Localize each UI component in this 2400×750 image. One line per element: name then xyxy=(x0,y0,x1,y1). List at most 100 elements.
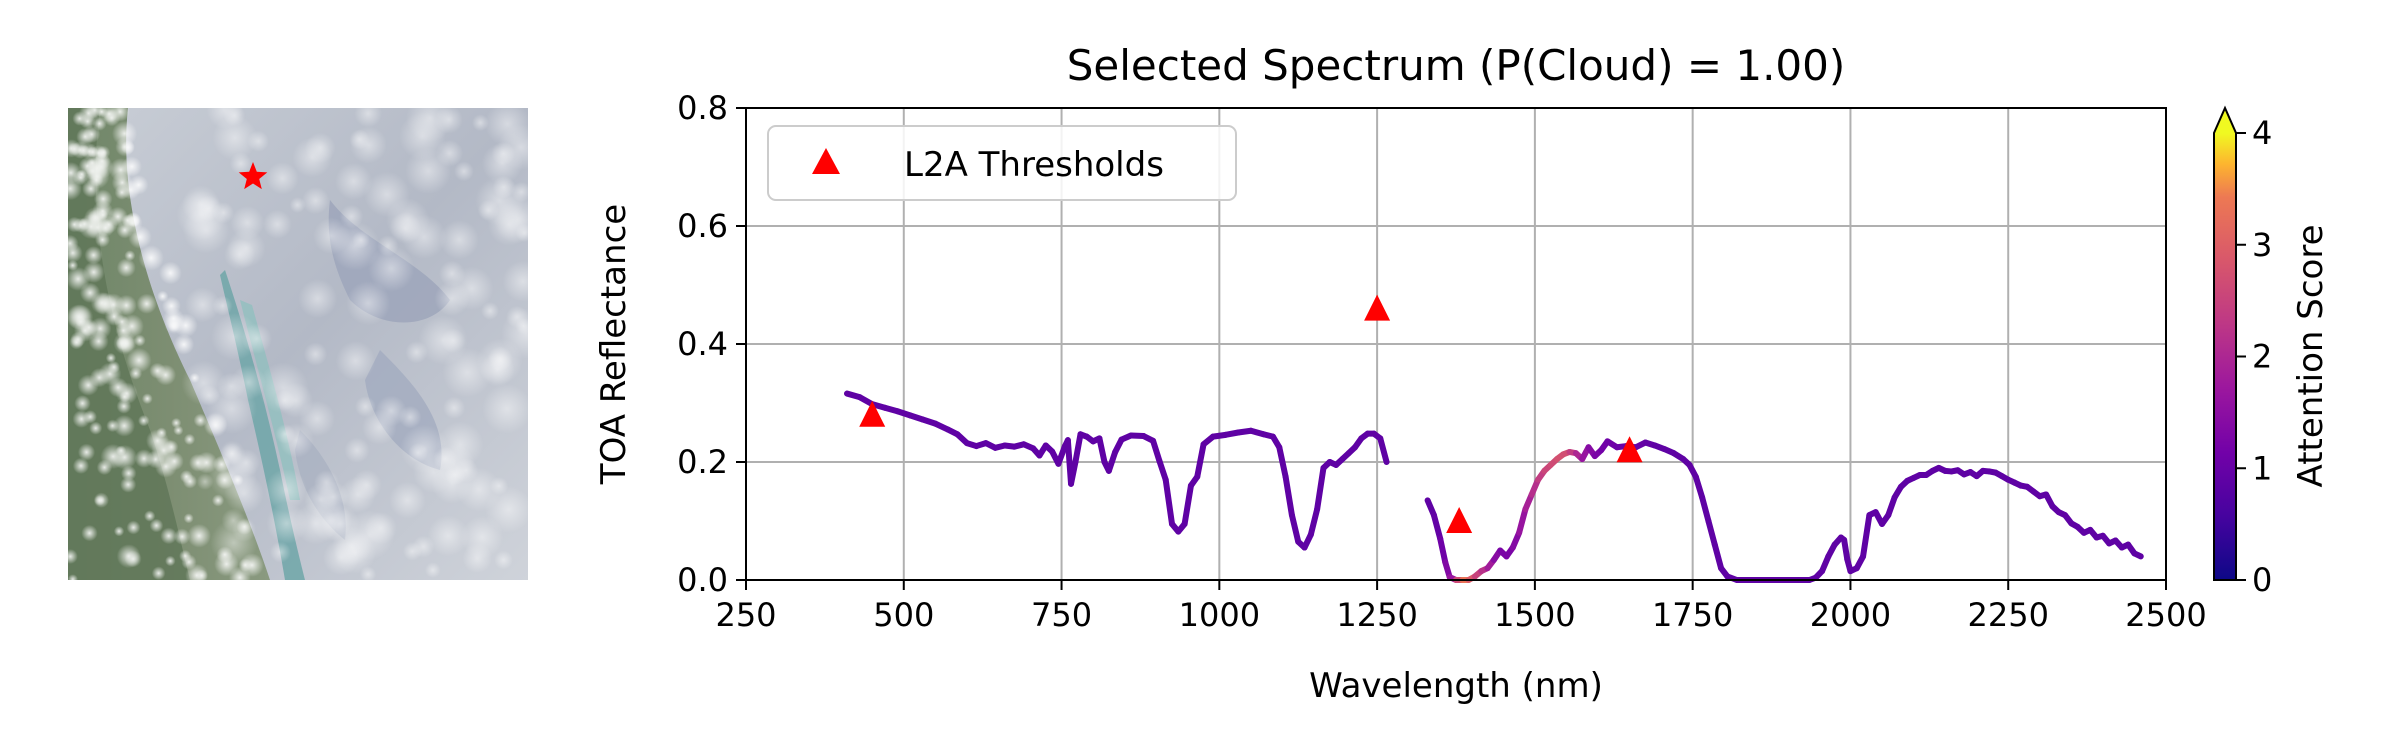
cloud-puff xyxy=(339,204,364,229)
cloud-puff xyxy=(68,234,79,252)
cloud-puff xyxy=(78,217,91,231)
cloud-puff xyxy=(385,197,430,242)
cloud-puff xyxy=(405,108,454,143)
cloud-puff xyxy=(453,161,475,182)
spectrum-segment xyxy=(1150,437,1163,464)
spectrum-segment xyxy=(1516,506,1529,536)
cloud-puff xyxy=(161,296,181,316)
cloud-puff xyxy=(82,261,105,284)
y-tick-label: 0.0 xyxy=(677,561,728,599)
y-axis-ticks: 0.0 0.2 0.4 0.6 0.8 xyxy=(677,89,746,599)
cloud-puff xyxy=(265,502,308,545)
cloud-puff xyxy=(364,511,398,545)
cloud-puff xyxy=(408,442,429,463)
x-tick-label: 2500 xyxy=(2125,596,2206,634)
spectrum-segment xyxy=(1162,476,1175,527)
cloud-puff xyxy=(96,459,113,476)
spectrum-series xyxy=(843,390,2144,583)
cloud-puff xyxy=(70,331,86,348)
colorbar-tick-label: 0 xyxy=(2252,561,2272,599)
cloud-puff xyxy=(264,468,308,512)
cloud-puff xyxy=(335,340,376,381)
threshold-marker xyxy=(1364,294,1391,321)
colorbar-extend-triangle xyxy=(2214,108,2236,133)
cloud-puff xyxy=(434,280,470,317)
cloud-puff xyxy=(471,114,489,132)
cloud-puff xyxy=(113,414,136,437)
threshold-marker xyxy=(859,400,886,427)
cloud-puff xyxy=(108,206,128,227)
x-tick-label: 250 xyxy=(715,596,776,634)
cloud-puff xyxy=(110,108,131,122)
cloud-puff xyxy=(158,261,182,285)
cloud-puff xyxy=(124,250,136,262)
cloud-puff xyxy=(154,455,178,478)
spectrum-segment xyxy=(1377,435,1390,465)
spectrum-segment xyxy=(1841,536,1851,563)
cloud-puff xyxy=(173,334,195,355)
spectrum-segment xyxy=(1105,448,1119,474)
cloud-puff xyxy=(133,334,146,347)
x-tick-label: 1500 xyxy=(1494,596,1575,634)
x-tick-label: 1250 xyxy=(1336,596,1417,634)
cloud-puff xyxy=(156,427,167,439)
cloud-puff xyxy=(68,548,78,565)
y-axis-label: TOA Reflectance xyxy=(594,204,634,485)
legend-box xyxy=(767,125,1237,201)
cloud-puff xyxy=(72,111,88,126)
x-tick-label: 750 xyxy=(1031,596,1092,634)
cloud-puff xyxy=(85,214,110,240)
cloud-puff xyxy=(141,393,153,405)
legend-entry: L2A Thresholds xyxy=(904,145,1164,185)
cloud-puff xyxy=(226,228,266,268)
spectrum-segment xyxy=(1705,518,1718,548)
spectrum-segment xyxy=(1055,443,1068,467)
colorbar-tick-label: 1 xyxy=(2252,449,2272,487)
cloud-puff xyxy=(68,574,79,580)
cloud-puff xyxy=(502,260,528,303)
cloud-puff xyxy=(98,362,122,386)
cloud-puff xyxy=(489,476,509,496)
chart-title: Selected Spectrum (P(Cloud) = 1.00) xyxy=(1067,41,1846,90)
cloud-puff xyxy=(230,364,267,401)
spectrum-segment xyxy=(1096,435,1108,465)
cloud-puff xyxy=(212,201,235,224)
cloud-puff xyxy=(303,482,338,517)
cloud-puff xyxy=(184,287,221,323)
cloud-puff xyxy=(116,334,135,353)
cloud-puff xyxy=(183,513,194,524)
cloud-puff xyxy=(377,234,399,257)
cloud-puff xyxy=(181,360,227,406)
cloud-puff xyxy=(424,562,441,579)
cloud-puff xyxy=(439,219,480,260)
cloud-puff xyxy=(354,108,383,128)
cloud-puff xyxy=(74,395,91,412)
cloud-puff xyxy=(138,245,165,271)
x-tick-label: 1750 xyxy=(1652,596,1733,634)
cloud-puff xyxy=(173,528,191,545)
cloud-puff xyxy=(231,448,261,478)
x-tick-label: 2000 xyxy=(1810,596,1891,634)
x-tick-label: 2250 xyxy=(1968,596,2049,634)
cloud-puff xyxy=(481,142,523,185)
cloud-puff xyxy=(474,176,525,226)
cloud-puff xyxy=(480,301,500,321)
cloud-puff xyxy=(304,132,336,164)
cloud-puff xyxy=(433,446,458,471)
cloud-puff xyxy=(460,515,504,559)
cloud-puff xyxy=(136,293,157,314)
cloud-puff xyxy=(116,258,136,278)
legend: L2A Thresholds xyxy=(767,125,1237,201)
cloud-puff xyxy=(275,423,296,445)
cloud-puff xyxy=(269,541,292,563)
cloud-puff xyxy=(481,383,528,435)
threshold-marker xyxy=(1446,507,1473,533)
cloud-puff xyxy=(68,259,79,271)
cloud-puff xyxy=(262,209,293,239)
cloud-puff xyxy=(367,244,415,293)
x-axis-label: Wavelength (nm) xyxy=(1309,666,1603,706)
cloud-puff xyxy=(72,457,90,475)
cloud-puff xyxy=(442,396,466,420)
cloud-puff xyxy=(84,246,103,265)
